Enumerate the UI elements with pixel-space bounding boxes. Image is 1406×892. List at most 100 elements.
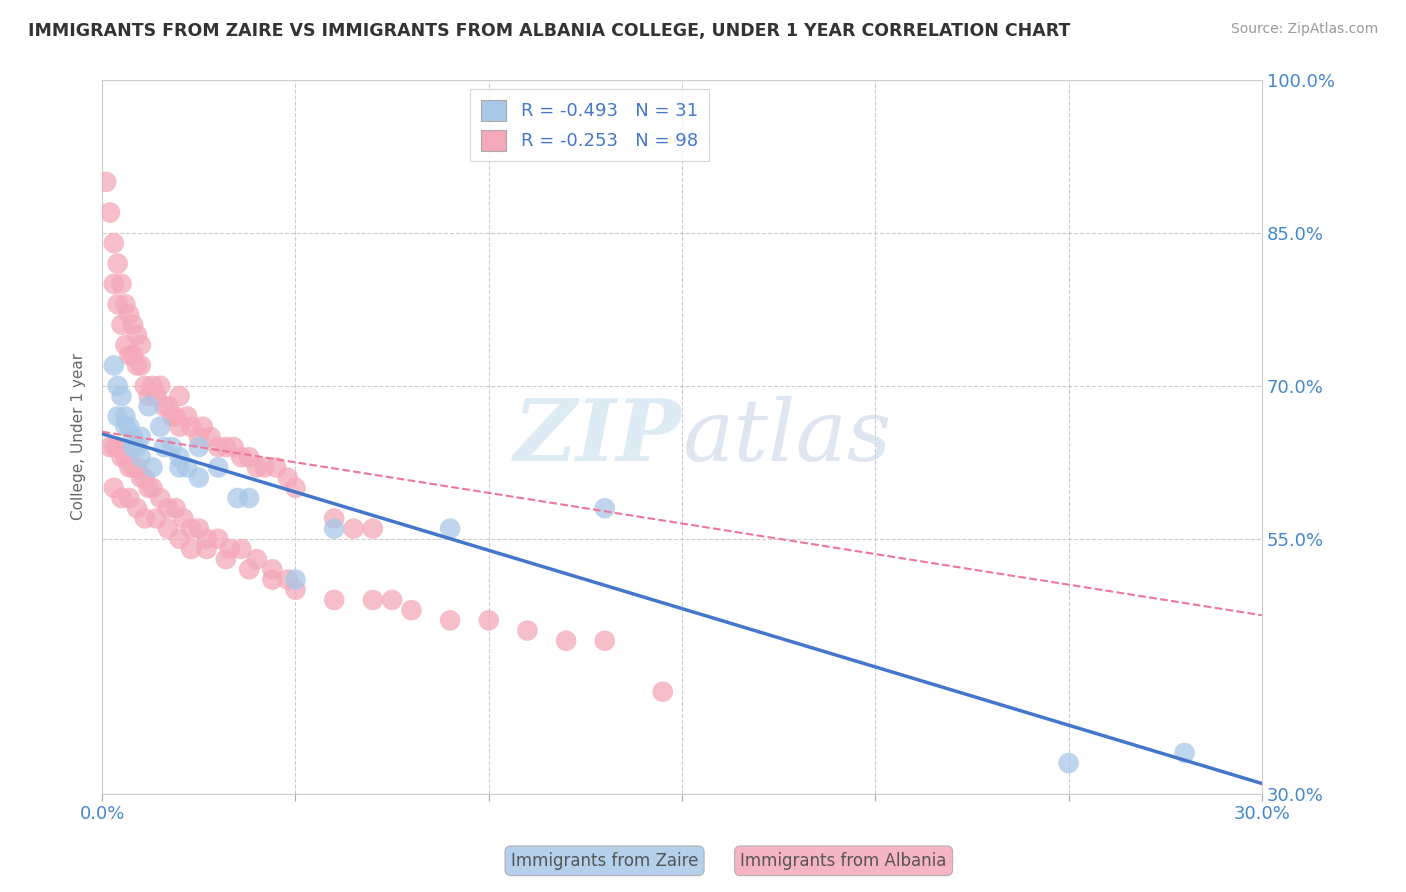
Point: [118, 491, 141, 505]
Point: [1174, 746, 1197, 760]
Point: [114, 338, 136, 352]
Point: [555, 633, 578, 648]
Point: [381, 593, 404, 607]
Point: [222, 440, 245, 454]
Point: [153, 399, 176, 413]
Point: [176, 460, 198, 475]
Point: [277, 470, 299, 484]
Point: [103, 481, 125, 495]
Point: [1327, 593, 1350, 607]
Point: [110, 389, 132, 403]
Point: [107, 440, 129, 454]
Point: [110, 277, 132, 291]
Point: [141, 481, 163, 495]
Point: [478, 613, 501, 627]
Point: [149, 379, 172, 393]
Point: [114, 450, 136, 465]
Point: [134, 470, 156, 484]
Point: [218, 541, 240, 556]
Point: [231, 450, 253, 465]
Point: [246, 552, 269, 566]
Point: [200, 430, 222, 444]
Point: [138, 481, 160, 495]
Point: [122, 440, 145, 454]
Point: [149, 419, 172, 434]
Point: [172, 511, 194, 525]
Point: [129, 359, 152, 373]
Point: [110, 491, 132, 505]
Text: IMMIGRANTS FROM ZAIRE VS IMMIGRANTS FROM ALBANIA COLLEGE, UNDER 1 YEAR CORRELATI: IMMIGRANTS FROM ZAIRE VS IMMIGRANTS FROM…: [28, 22, 1070, 40]
Point: [516, 624, 538, 638]
Point: [141, 379, 163, 393]
Point: [125, 327, 148, 342]
Point: [180, 419, 202, 434]
Point: [118, 419, 141, 434]
Point: [122, 348, 145, 362]
Point: [107, 256, 129, 270]
Point: [215, 552, 238, 566]
Point: [651, 684, 673, 698]
Point: [195, 532, 218, 546]
Point: [129, 430, 152, 444]
Point: [231, 541, 253, 556]
Text: ZIP: ZIP: [515, 395, 682, 479]
Point: [125, 440, 148, 454]
Point: [593, 501, 616, 516]
Point: [145, 389, 167, 403]
Point: [284, 582, 307, 597]
Point: [207, 440, 229, 454]
Point: [323, 593, 346, 607]
Point: [103, 236, 125, 251]
Point: [238, 562, 260, 576]
Point: [401, 603, 423, 617]
Point: [98, 440, 121, 454]
Text: atlas: atlas: [682, 395, 891, 478]
Point: [165, 409, 187, 424]
Point: [107, 297, 129, 311]
Point: [103, 359, 125, 373]
Point: [176, 409, 198, 424]
Point: [114, 419, 136, 434]
Point: [180, 541, 202, 556]
Point: [246, 460, 269, 475]
Point: [160, 440, 183, 454]
Point: [114, 297, 136, 311]
Text: Immigrants from Albania: Immigrants from Albania: [741, 852, 946, 870]
Point: [342, 522, 364, 536]
Point: [187, 470, 209, 484]
Point: [134, 379, 156, 393]
Point: [439, 522, 461, 536]
Point: [129, 470, 152, 484]
Point: [191, 419, 214, 434]
Point: [323, 511, 346, 525]
Text: Immigrants from Zaire: Immigrants from Zaire: [510, 852, 699, 870]
Point: [125, 359, 148, 373]
Point: [277, 573, 299, 587]
Point: [110, 450, 132, 465]
Point: [238, 450, 260, 465]
Point: [169, 460, 191, 475]
Point: [160, 409, 183, 424]
Point: [207, 460, 229, 475]
Point: [169, 532, 191, 546]
Y-axis label: College, Under 1 year: College, Under 1 year: [72, 353, 86, 520]
Point: [103, 440, 125, 454]
Point: [134, 511, 156, 525]
Point: [262, 562, 284, 576]
Point: [129, 338, 152, 352]
Point: [262, 573, 284, 587]
Point: [323, 522, 346, 536]
Point: [145, 511, 167, 525]
Point: [122, 430, 145, 444]
Point: [98, 205, 121, 219]
Point: [138, 399, 160, 413]
Point: [125, 460, 148, 475]
Point: [207, 532, 229, 546]
Point: [238, 491, 260, 505]
Point: [110, 318, 132, 332]
Point: [187, 440, 209, 454]
Point: [180, 522, 202, 536]
Point: [439, 613, 461, 627]
Point: [169, 389, 191, 403]
Point: [361, 593, 384, 607]
